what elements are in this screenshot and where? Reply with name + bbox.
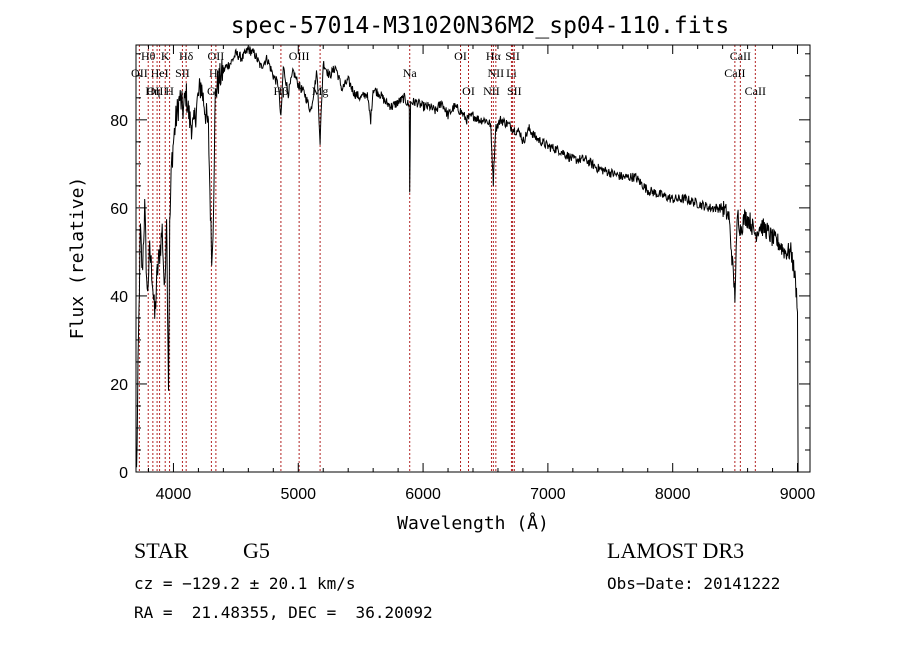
chart-title: spec-57014-M31020N36M2_sp04-110.fits bbox=[231, 13, 730, 39]
line-label: SII bbox=[505, 49, 520, 63]
survey-label: LAMOST DR3 bbox=[607, 538, 745, 563]
line-label: SII bbox=[175, 66, 190, 80]
class-label: STAR bbox=[134, 538, 189, 563]
axis-ticks: 4000 5000 6000 7000 8000 9000 0 20 40 60 80 bbox=[110, 45, 815, 503]
line-label: OI bbox=[454, 49, 467, 63]
subclass-label: G5 bbox=[243, 538, 270, 563]
line-label: OI bbox=[462, 84, 475, 98]
y-tick-label: 80 bbox=[110, 113, 128, 130]
redshift-cz: cz = −129.2 ± 20.1 km/s bbox=[134, 574, 356, 593]
line-label: CaII bbox=[730, 49, 751, 63]
line-label: NII bbox=[488, 66, 505, 80]
line-label: K bbox=[161, 49, 170, 63]
x-tick-label: 8000 bbox=[655, 486, 691, 503]
line-label: H bbox=[165, 84, 174, 98]
line-label: OIII bbox=[147, 84, 168, 98]
line-label: NII bbox=[483, 84, 500, 98]
x-tick-label: 6000 bbox=[405, 486, 441, 503]
x-tick-label: 5000 bbox=[280, 486, 316, 503]
line-label: OIII bbox=[289, 49, 310, 63]
line-label: CaII bbox=[745, 84, 766, 98]
x-axis-label: Wavelength (Å) bbox=[397, 512, 549, 534]
obs-date: Obs−Date: 20141222 bbox=[607, 574, 781, 593]
y-tick-label: 0 bbox=[119, 465, 128, 482]
x-tick-label: 9000 bbox=[780, 486, 816, 503]
line-label: CaII bbox=[724, 66, 745, 80]
ra-dec: RA = 21.48355, DEC = 36.20092 bbox=[134, 603, 433, 622]
line-label: HeI bbox=[151, 66, 169, 80]
y-tick-label: 40 bbox=[110, 289, 128, 306]
line-label: Na bbox=[403, 66, 418, 80]
y-tick-label: 60 bbox=[110, 201, 128, 218]
line-label: Mg bbox=[312, 84, 329, 98]
line-label: Hδ bbox=[179, 49, 194, 63]
line-label: OII bbox=[208, 49, 225, 63]
line-label: OII bbox=[131, 66, 148, 80]
line-label: SII bbox=[507, 84, 522, 98]
x-tick-label: 7000 bbox=[530, 486, 566, 503]
line-label: G bbox=[207, 84, 216, 98]
line-label: Li bbox=[506, 66, 517, 80]
plot-frame bbox=[135, 44, 811, 473]
x-tick-label: 4000 bbox=[156, 486, 192, 503]
spectrum-layer bbox=[136, 46, 799, 473]
line-label: Hθ bbox=[141, 49, 156, 63]
y-axis-label: Flux (relative) bbox=[67, 177, 88, 340]
line-label: Hα bbox=[486, 49, 502, 63]
spectrum-line bbox=[136, 46, 799, 473]
y-tick-label: 20 bbox=[110, 377, 128, 394]
line-label: Hβ bbox=[274, 84, 289, 98]
line-label: Hη bbox=[145, 84, 160, 98]
